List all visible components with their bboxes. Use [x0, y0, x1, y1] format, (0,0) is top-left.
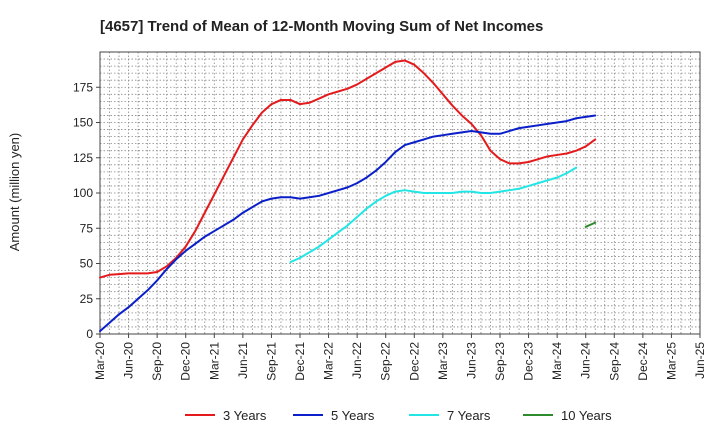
x-tick-label: Mar-22: [322, 342, 336, 380]
x-axis: Mar-20 Jun-20 Sep-20 Dec-20 Mar-21 Jun-21 Sep-…: [93, 334, 707, 381]
legend: 3 Years 5 Years 7 Years 10 Years: [185, 408, 612, 423]
y-axis-label: Amount (million yen): [7, 133, 22, 252]
chart-title: [4657] Trend of Mean of 12-Month Moving …: [100, 18, 543, 35]
x-tick-label: Dec-24: [636, 342, 650, 381]
x-tick-label: Dec-20: [179, 342, 193, 381]
grid: [100, 52, 700, 334]
plot-area: [100, 52, 700, 334]
x-tick-label: Jun-22: [350, 342, 364, 379]
y-tick-label: 25: [80, 292, 94, 306]
series-line-10-years: [584, 221, 597, 228]
x-tick-label: Jun-25: [693, 342, 707, 379]
y-tick-label: 150: [73, 116, 93, 130]
x-tick-label: Jun-20: [122, 342, 136, 379]
x-tick-label: Dec-22: [407, 342, 421, 381]
x-tick-label: Mar-25: [664, 342, 678, 380]
legend-label: 7 Years: [447, 408, 491, 423]
y-tick-label: 50: [80, 257, 94, 271]
x-tick-label: Sep-24: [607, 342, 621, 381]
legend-label: 5 Years: [331, 408, 375, 423]
x-tick-label: Jun-24: [579, 342, 593, 379]
series-line-5-years: [99, 114, 597, 333]
y-tick-label: 0: [86, 327, 93, 341]
x-tick-label: Mar-21: [207, 342, 221, 380]
series-line-7-years: [289, 166, 578, 264]
y-tick-label: 175: [73, 80, 93, 94]
y-axis: 0 25 50 75 100 125 150 175: [73, 80, 100, 341]
x-tick-label: Dec-21: [293, 342, 307, 381]
legend-label: 10 Years: [561, 408, 612, 423]
series-lines: [99, 59, 597, 333]
y-tick-label: 100: [73, 186, 93, 200]
y-tick-label: 75: [80, 221, 94, 235]
x-tick-label: Mar-24: [550, 342, 564, 380]
x-tick-label: Mar-20: [93, 342, 107, 380]
x-tick-label: Mar-23: [436, 342, 450, 380]
x-tick-label: Sep-23: [493, 342, 507, 381]
legend-label: 3 Years: [223, 408, 267, 423]
x-tick-label: Sep-21: [264, 342, 278, 381]
x-tick-label: Dec-23: [522, 342, 536, 381]
x-tick-label: Jun-23: [464, 342, 478, 379]
x-tick-label: Sep-22: [379, 342, 393, 381]
y-tick-label: 125: [73, 151, 93, 165]
series-line-3-years: [99, 59, 597, 279]
x-tick-label: Jun-21: [236, 342, 250, 379]
x-tick-label: Sep-20: [150, 342, 164, 381]
